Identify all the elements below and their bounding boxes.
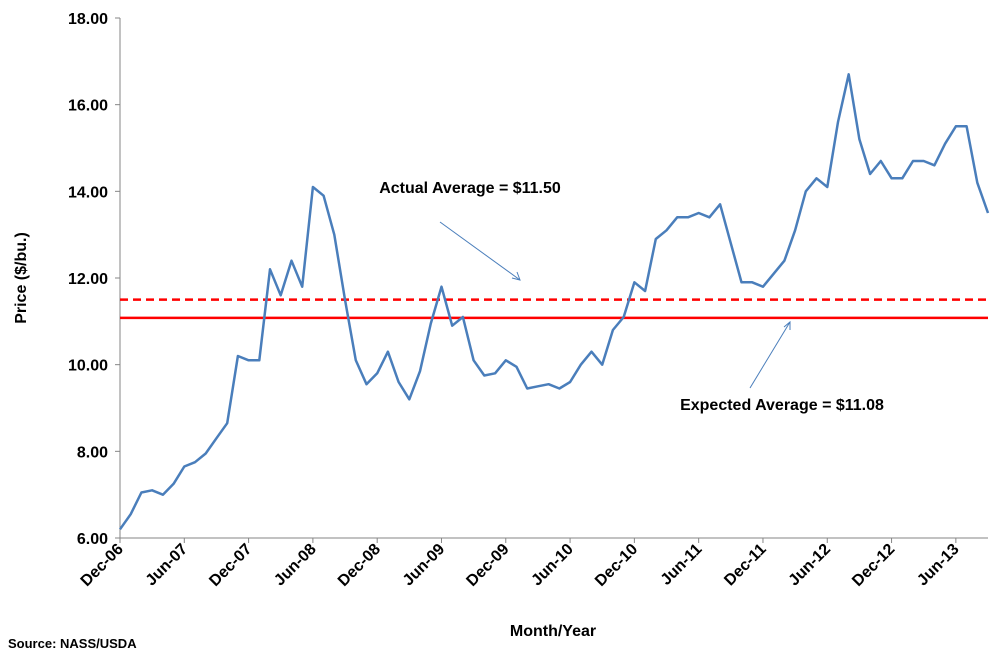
y-tick-label: 10.00: [68, 358, 108, 375]
x-tick-label: Jun-09: [400, 541, 449, 590]
arrow-head: [511, 271, 521, 281]
source-note: Source: NASS/USDA: [8, 636, 137, 651]
x-tick-label: Jun-13: [914, 541, 963, 590]
x-tick-label: Dec-09: [463, 541, 512, 590]
arrow-head: [783, 320, 791, 330]
x-tick-label: Jun-12: [786, 541, 835, 590]
y-tick-label: 6.00: [77, 531, 108, 548]
x-tick-label: Dec-10: [592, 541, 641, 590]
y-tick-label: 8.00: [77, 444, 108, 461]
reference-label: Expected Average = $11.08: [680, 397, 884, 414]
x-tick-label: Jun-07: [143, 541, 192, 590]
x-tick-label: Dec-06: [78, 541, 127, 590]
reference-label: Actual Average = $11.50: [379, 180, 561, 197]
price-line: [118, 73, 990, 531]
x-tick-label: Dec-11: [721, 541, 770, 590]
y-tick-label: 16.00: [68, 98, 108, 115]
x-tick-label: Dec-07: [206, 541, 255, 590]
y-tick-label: 14.00: [68, 184, 108, 201]
y-tick-label: 12.00: [68, 271, 108, 288]
y-axis-title: Price ($/bu.): [13, 232, 30, 324]
x-tick-label: Dec-08: [335, 541, 384, 590]
x-axis-title: Month/Year: [510, 623, 596, 640]
x-tick-label: Jun-11: [658, 541, 706, 589]
annotation-arrow: [439, 221, 521, 281]
y-tick-label: 18.00: [68, 11, 108, 28]
x-tick-label: Jun-08: [271, 541, 320, 590]
x-tick-label: Dec-12: [849, 541, 898, 590]
x-tick-label: Jun-10: [528, 541, 577, 590]
annotation-arrow: [749, 321, 791, 389]
